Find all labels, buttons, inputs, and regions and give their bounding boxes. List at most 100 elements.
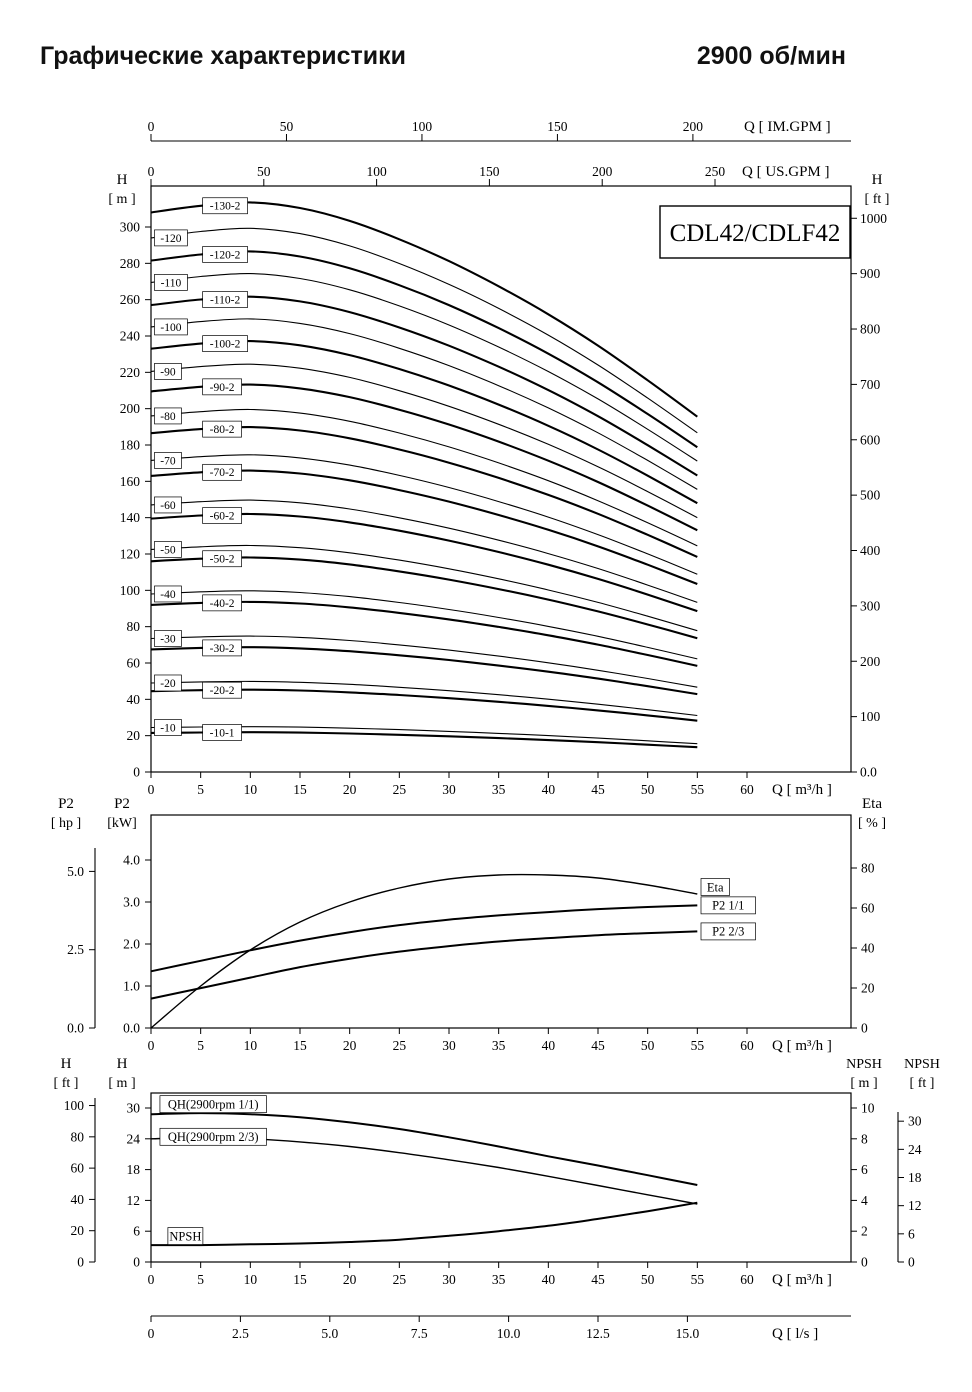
curve--40-2 — [150, 600, 698, 667]
tick-label: 30 — [127, 1101, 141, 1116]
tick-label: 120 — [120, 546, 141, 561]
tick-label: 260 — [120, 292, 141, 307]
tick-label: 0 — [861, 1021, 868, 1036]
series-label-box — [700, 922, 756, 941]
tick-label: 60 — [740, 1038, 754, 1053]
series-label: NPSH — [169, 1229, 201, 1243]
tick-label: 0.0 — [67, 1021, 84, 1036]
tick-label: 240 — [120, 328, 141, 343]
stage-curve-label: -130-2 — [210, 201, 241, 213]
curve-NPSH — [150, 1201, 698, 1247]
tick-label: 0.0 — [860, 765, 877, 780]
tick-label: 5.0 — [67, 864, 84, 879]
stage-curve-label-box — [202, 197, 248, 215]
tick-label: 80 — [127, 619, 141, 634]
stage-curve-label: -90 — [160, 366, 176, 378]
curve--70 — [150, 454, 698, 575]
tick-label: 40 — [71, 1192, 85, 1207]
curve--90-2 — [150, 383, 698, 532]
curve--110 — [150, 273, 698, 462]
stage-curve-label-box — [154, 674, 182, 692]
curve--20-2 — [150, 688, 698, 722]
axis-title-p2-kw: P2 — [114, 796, 130, 812]
tick-label: 300 — [860, 598, 881, 613]
stage-curve-label-box — [154, 585, 182, 603]
tick-label: 60 — [71, 1161, 85, 1176]
tick-label: 25 — [393, 1038, 407, 1053]
stage-curve-label-box — [154, 452, 182, 469]
tick-label: 40 — [542, 1038, 556, 1053]
tick-label: 40 — [542, 1272, 556, 1287]
tick-label: 15 — [293, 782, 307, 797]
tick-label: 800 — [860, 322, 881, 337]
curve-Eta — [150, 873, 698, 1029]
tick-label: 18 — [127, 1162, 141, 1177]
tick-label: 60 — [740, 782, 754, 797]
tick-label: 0 — [133, 1255, 140, 1270]
stage-curve-label: -110-2 — [210, 294, 240, 306]
axis-title-h-ft: H — [61, 1056, 72, 1072]
axis-title-h-ft: H — [872, 172, 883, 188]
stage-curve-label: -40-2 — [210, 598, 235, 610]
tick-label: 55 — [691, 782, 705, 797]
model-label: CDL42/CDLF42 — [670, 220, 841, 247]
stage-curve-label: -60-2 — [210, 510, 235, 522]
tick-label: 1.0 — [123, 979, 140, 994]
tick-label: 30 — [442, 782, 456, 797]
tick-label: 18 — [908, 1170, 922, 1185]
curve--60-2 — [150, 512, 698, 613]
axis-unit-m3h: Q [ m³/h ] — [772, 1038, 832, 1054]
stage-curve-label-box — [202, 550, 242, 568]
tick-label: 35 — [492, 1038, 506, 1053]
stage-curve-label-box — [154, 363, 182, 380]
series-label: Eta — [707, 880, 724, 894]
tick-label: 150 — [547, 119, 568, 134]
tick-label: 6 — [908, 1226, 915, 1241]
axis-title-h-ft-unit: [ ft ] — [54, 1076, 79, 1091]
tick-label: 200 — [683, 119, 704, 134]
tick-label: 8 — [861, 1131, 868, 1146]
tick-label: 10.0 — [497, 1326, 521, 1341]
axis-title-h-m: H — [117, 172, 128, 188]
stage-curve-label-box — [202, 639, 242, 657]
tick-label: 50 — [280, 119, 294, 134]
tick-label: 30 — [442, 1038, 456, 1053]
tick-label: 20 — [127, 728, 141, 743]
curve--10 — [150, 726, 698, 745]
stage-curve-label-box — [202, 507, 242, 524]
tick-label: 100 — [860, 709, 881, 724]
curve--10-1 — [150, 731, 698, 749]
tick-label: 25 — [393, 1272, 407, 1287]
tick-label: 50 — [641, 1038, 655, 1053]
tick-label: 160 — [120, 474, 141, 489]
tick-label: 0 — [148, 1038, 155, 1053]
power-plot-frame — [150, 814, 852, 1029]
tick-label: 2.5 — [67, 942, 84, 957]
stage-curve-label-box — [202, 335, 248, 352]
tick-label: 15.0 — [676, 1326, 700, 1341]
stage-curve-label: -20 — [160, 678, 176, 690]
curve--90 — [150, 363, 698, 519]
axis-unit-ls: Q [ l/s ] — [772, 1326, 818, 1342]
axis-title-npsh-ft: NPSH — [904, 1057, 940, 1072]
stage-curve-label: -30-2 — [210, 643, 235, 655]
stage-curve-label-box — [154, 318, 188, 336]
tick-label: 400 — [860, 543, 881, 558]
axis-title-h-m: H — [117, 1056, 128, 1072]
tick-label: 24 — [127, 1131, 141, 1146]
axis-title-p2-hp-unit: [ hp ] — [51, 816, 81, 831]
tick-label: 12 — [908, 1198, 922, 1213]
tick-label: 15 — [293, 1038, 307, 1053]
tick-label: 0 — [148, 119, 155, 134]
tick-label: 40 — [861, 941, 875, 956]
tick-label: 0 — [133, 765, 140, 780]
tick-label: 35 — [492, 1272, 506, 1287]
tick-label: 25 — [393, 782, 407, 797]
tick-label: 200 — [120, 401, 141, 416]
tick-label: 10 — [244, 782, 258, 797]
axis-title-h-m-unit: [ m ] — [108, 192, 135, 207]
tick-label: 500 — [860, 488, 881, 503]
main-qh-chart: 0 50 100 150 200 Q [ IM.GPM ]0 50 100 150 200 250 Q… — [108, 119, 889, 798]
